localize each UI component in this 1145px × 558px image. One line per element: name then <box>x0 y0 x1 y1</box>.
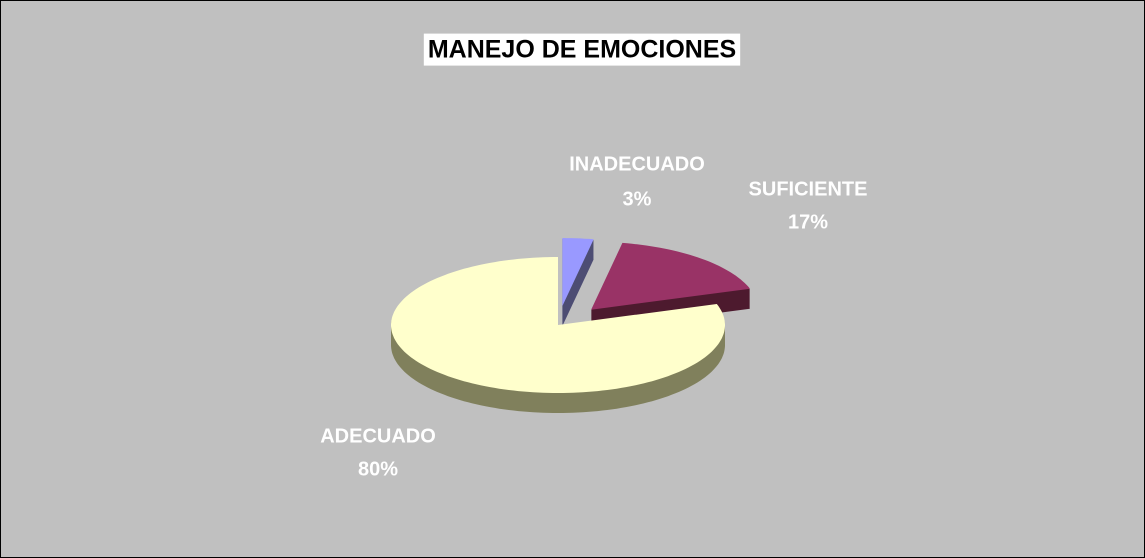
slice-value-label: 3% <box>623 188 652 210</box>
chart-title: MANEJO DE EMOCIONES <box>428 36 736 64</box>
pie-tops <box>391 238 750 393</box>
title-box <box>423 33 741 66</box>
slice-label: ADECUADO <box>320 425 436 447</box>
slice-value-label: 17% <box>788 211 828 233</box>
slice <box>391 257 725 393</box>
slice-value-label: 80% <box>358 458 398 480</box>
slice-label: SUFICIENTE <box>749 178 868 200</box>
slice-label: INADECUADO <box>569 153 705 175</box>
slice <box>591 242 750 310</box>
slice <box>562 238 594 307</box>
